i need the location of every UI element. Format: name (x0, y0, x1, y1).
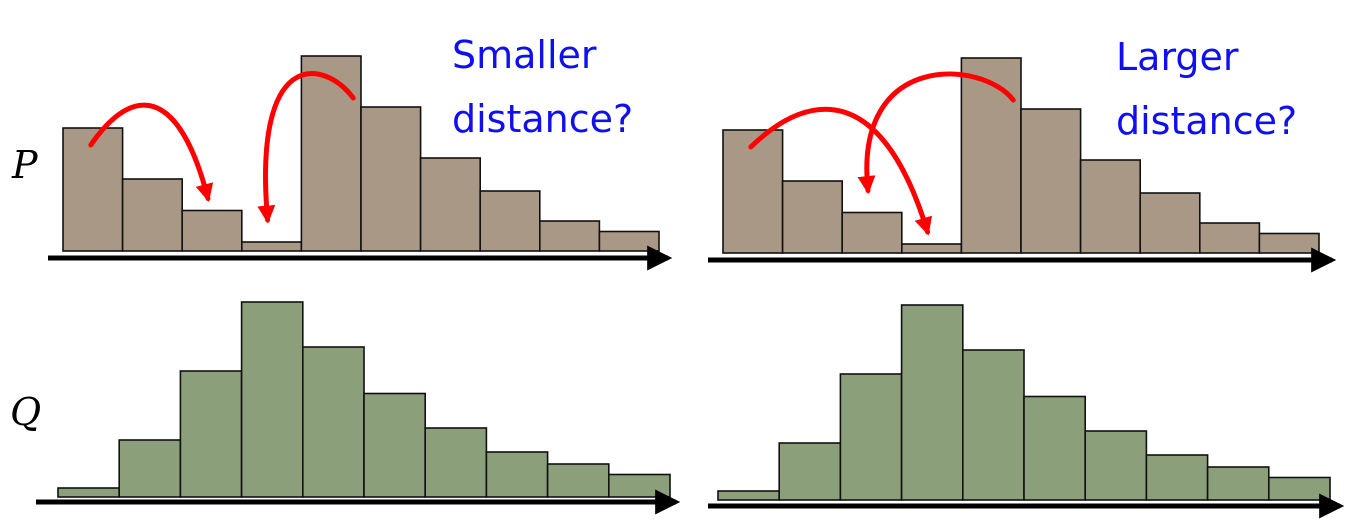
p-right-bar-5 (960, 57, 1022, 254)
p-right-bar-9 (1199, 222, 1261, 254)
right-caption-line1: Larger (1116, 35, 1239, 79)
p-right-bar-10 (1258, 232, 1320, 254)
p-right-bar-6 (1020, 108, 1082, 254)
p-left-bar-7 (419, 157, 482, 252)
p-left-bar-3 (181, 209, 243, 252)
q-left-bar-8 (485, 451, 549, 498)
q-left-bar-1 (57, 487, 121, 498)
p-right-bar-1 (722, 129, 784, 254)
q-right-bar-8 (1145, 454, 1209, 501)
right-caption-line2: distance? (1116, 99, 1297, 143)
q-left-bar-4 (240, 301, 304, 498)
q-right-bar-9 (1206, 466, 1270, 501)
q-right-bar-4 (900, 304, 964, 501)
left-caption-line1: Smaller (452, 33, 597, 77)
q-right-bar-2 (778, 442, 842, 501)
p-left-bar-8 (479, 190, 541, 252)
q-left-bar-9 (546, 463, 610, 498)
p-right-bar-3 (841, 211, 903, 254)
q-left-bar-2 (118, 439, 182, 498)
moves-left (88, 71, 356, 224)
p-left-move-arrow-2 (257, 71, 356, 224)
q-left-bar-6 (363, 392, 427, 498)
q-left-bar-5 (301, 346, 365, 498)
p-left-bar-4 (241, 241, 303, 252)
p-left-bar-9 (538, 220, 601, 252)
q-right-bar-1 (717, 490, 781, 501)
p-left-bar-5 (300, 55, 362, 252)
q-left-bar-3 (179, 370, 243, 498)
q-right-bar-6 (1023, 395, 1087, 501)
p-right-bar-7 (1079, 159, 1141, 254)
p-right-bar-2 (781, 180, 843, 254)
histogram-q-left (57, 301, 671, 498)
p-label: P (11, 143, 39, 187)
q-right-bar-7 (1084, 430, 1148, 501)
moves-right (748, 71, 1016, 236)
q-right-bar-3 (839, 373, 903, 501)
histogram-p-right (722, 57, 1320, 254)
p-left-move-arrow-1 (88, 102, 214, 202)
p-left-bar-10 (598, 230, 660, 252)
q-right-bar-10 (1268, 476, 1331, 501)
p-right-move-arrow-2 (857, 71, 1016, 195)
p-right-move-arrow-1 (748, 106, 933, 236)
p-left-bar-2 (121, 178, 183, 252)
histogram-q-right (717, 304, 1331, 501)
p-left-bar-6 (360, 106, 422, 252)
left-caption-line2: distance? (452, 97, 633, 141)
q-label: Q (10, 390, 41, 434)
q-left-bar-10 (607, 473, 671, 498)
q-right-bar-5 (961, 349, 1025, 501)
q-left-bar-7 (424, 427, 488, 498)
p-left-bar-1 (62, 127, 124, 252)
histogram-p-left (62, 55, 660, 252)
p-right-bar-8 (1139, 192, 1201, 254)
p-right-bar-4 (900, 243, 963, 254)
